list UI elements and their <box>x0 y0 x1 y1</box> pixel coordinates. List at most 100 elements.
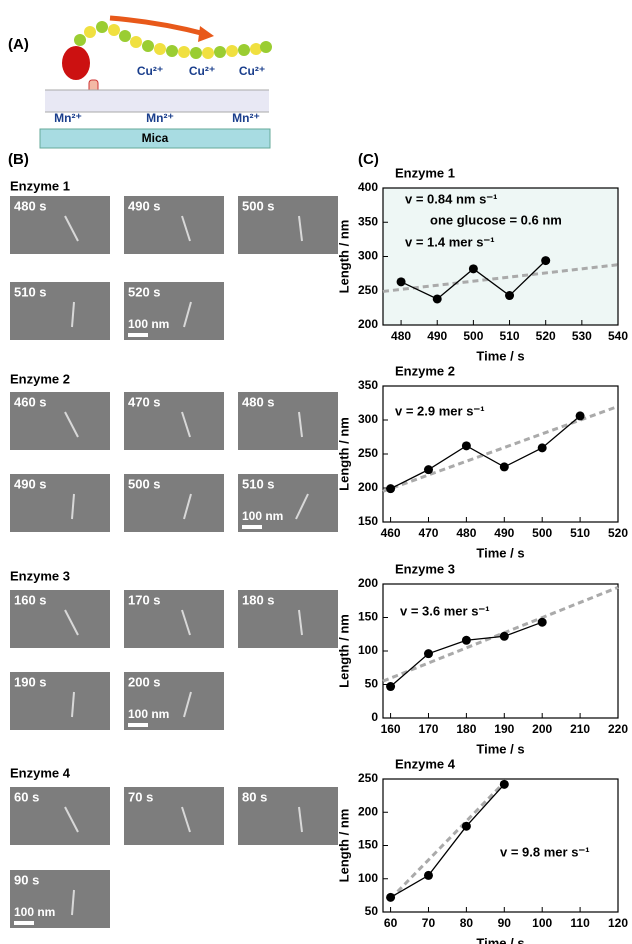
data-point <box>424 871 433 880</box>
frame-time: 490 s <box>128 198 161 213</box>
chart-title: Enzyme 2 <box>395 363 455 378</box>
chart-title: Enzyme 1 <box>395 165 455 180</box>
y-axis-label: Length / nm <box>336 220 351 294</box>
frame-time: 510 s <box>242 476 275 491</box>
x-axis-label: Time / s <box>476 545 524 560</box>
scale-bar <box>242 525 262 529</box>
panel-label: (A) <box>8 36 29 53</box>
scale-bar <box>128 333 148 337</box>
x-tick-label: 160 <box>381 722 401 736</box>
group-title: Enzyme 3 <box>10 568 70 583</box>
data-point <box>538 618 547 627</box>
ion-label: Mn²⁺ <box>54 111 82 125</box>
figure: (A) Cu²⁺ Cu²⁺ Cu²⁺ Mn²⁺ Mn²⁺ Mn²⁺ Mica (… <box>0 0 632 944</box>
data-point <box>397 277 406 286</box>
x-tick-label: 180 <box>456 722 476 736</box>
x-tick-label: 520 <box>608 526 628 540</box>
x-axis-label: Time / s <box>476 348 524 363</box>
frame-time: 470 s <box>128 394 161 409</box>
x-tick-label: 170 <box>418 722 438 736</box>
x-tick-label: 490 <box>427 329 447 343</box>
x-tick-label: 480 <box>391 329 411 343</box>
frame-time: 190 s <box>14 674 47 689</box>
arrow-head <box>198 26 214 42</box>
x-tick-label: 490 <box>494 526 514 540</box>
frame-time: 520 s <box>128 284 161 299</box>
x-tick-label: 70 <box>422 916 436 930</box>
annotation: v = 2.9 mer s⁻¹ <box>395 403 485 418</box>
x-tick-label: 210 <box>570 722 590 736</box>
annotation: v = 0.84 nm s⁻¹ <box>405 191 498 206</box>
y-tick-label: 0 <box>371 710 378 724</box>
x-tick-label: 540 <box>608 329 628 343</box>
data-line <box>391 416 581 489</box>
scale-bar-label: 100 nm <box>242 509 283 523</box>
y-axis-label: Length / nm <box>336 809 351 883</box>
scale-bar-label: 100 nm <box>128 707 169 721</box>
group-title: Enzyme 2 <box>10 371 70 386</box>
y-axis-label: Length / nm <box>336 614 351 688</box>
ion-label: Cu²⁺ <box>189 64 215 78</box>
frame-time: 160 s <box>14 592 47 607</box>
y-tick-label: 100 <box>358 871 378 885</box>
panel-label: (B) <box>8 151 29 168</box>
data-point <box>505 291 514 300</box>
x-tick-label: 80 <box>460 916 474 930</box>
x-tick-label: 460 <box>381 526 401 540</box>
group-title: Enzyme 1 <box>10 178 70 193</box>
y-tick-label: 250 <box>358 446 378 460</box>
annotation: v = 3.6 mer s⁻¹ <box>400 603 490 618</box>
x-tick-label: 500 <box>463 329 483 343</box>
frame-time: 70 s <box>128 789 153 804</box>
enzyme <box>62 46 90 80</box>
frame-time: 500 s <box>128 476 161 491</box>
frame-time: 170 s <box>128 592 161 607</box>
x-tick-label: 520 <box>536 329 556 343</box>
y-tick-label: 200 <box>358 480 378 494</box>
data-point <box>386 893 395 902</box>
x-tick-label: 110 <box>570 916 590 930</box>
x-tick-label: 500 <box>532 526 552 540</box>
frame-time: 90 s <box>14 872 39 887</box>
frame-time: 180 s <box>242 592 275 607</box>
y-tick-label: 200 <box>358 576 378 590</box>
frame-time: 460 s <box>14 394 47 409</box>
y-tick-label: 50 <box>365 904 379 918</box>
y-tick-label: 250 <box>358 283 378 297</box>
x-tick-label: 510 <box>500 329 520 343</box>
scale-bar <box>14 921 34 925</box>
chart-title: Enzyme 4 <box>395 756 456 771</box>
frame-time: 60 s <box>14 789 39 804</box>
ion-label: Cu²⁺ <box>239 64 265 78</box>
data-point <box>386 682 395 691</box>
x-axis-label: Time / s <box>476 741 524 756</box>
frame-time: 500 s <box>242 198 275 213</box>
group-title: Enzyme 4 <box>10 765 71 780</box>
x-tick-label: 60 <box>384 916 398 930</box>
y-tick-label: 50 <box>365 677 379 691</box>
chart-title: Enzyme 3 <box>395 561 455 576</box>
data-point <box>462 822 471 831</box>
x-axis-label: Time / s <box>476 935 524 944</box>
y-tick-label: 300 <box>358 412 378 426</box>
data-point <box>500 780 509 789</box>
scale-bar-label: 100 nm <box>128 317 169 331</box>
y-tick-label: 100 <box>358 643 378 657</box>
panel-label: (C) <box>358 151 379 168</box>
page: {"panel_a": {"label": "(A)", "cu_labels"… <box>0 0 632 944</box>
y-tick-label: 200 <box>358 317 378 331</box>
y-axis-label: Length / nm <box>336 417 351 491</box>
ion-label: Mn²⁺ <box>146 111 174 125</box>
data-point <box>538 443 547 452</box>
data-point <box>386 484 395 493</box>
data-point <box>433 294 442 303</box>
y-tick-label: 350 <box>358 378 378 392</box>
y-tick-label: 150 <box>358 838 378 852</box>
data-point <box>500 462 509 471</box>
y-tick-label: 200 <box>358 804 378 818</box>
annotation: v = 1.4 mer s⁻¹ <box>405 234 495 249</box>
data-point <box>462 636 471 645</box>
data-line <box>391 622 543 686</box>
ion-label: Cu²⁺ <box>137 64 163 78</box>
scale-bar <box>128 723 148 727</box>
